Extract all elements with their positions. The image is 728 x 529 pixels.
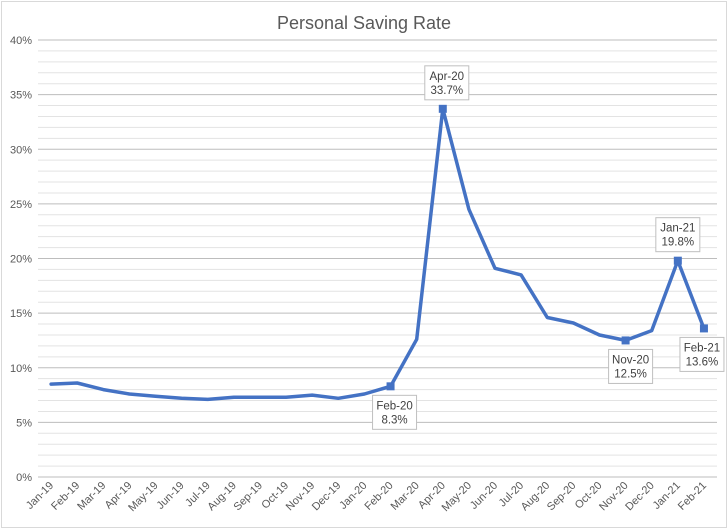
data-label-box [424,65,470,101]
y-axis-tick-label: 5% [16,417,32,429]
data-label-callout: Jan-21 19.8% [655,217,701,253]
data-label-date: Feb-21 [684,342,720,354]
data-label-callouts: Feb-20 8.3% Apr-20 33.7% Nov-20 12.5% Jan-21 19… [372,65,725,430]
data-point-markers [386,104,708,391]
data-label-date: Apr-20 [430,71,465,83]
data-label-date: Jan-21 [660,223,695,235]
data-label-value: 8.3% [381,414,407,426]
data-label-box [608,348,654,384]
chart-title: Personal Saving Rate [277,13,451,33]
y-axis-tick-label: 0% [16,472,32,484]
data-label-box [655,217,701,253]
y-axis-tick-labels: 0% 5% 10% 15% 20% 25% 30% 35% 40% [10,35,32,484]
data-point-marker [673,256,682,265]
data-label-box [679,336,725,372]
data-label-callout: Feb-21 13.6% [679,336,725,372]
y-axis-tick-label: 25% [10,199,32,211]
minor-gridlines [38,50,717,467]
data-point-marker [699,324,708,333]
data-point-marker [621,336,630,345]
y-axis-tick-label: 15% [10,308,32,320]
data-label-value: 33.7% [430,85,463,97]
data-point-marker [386,382,395,391]
y-axis-tick-label: 20% [10,254,32,266]
data-label-date: Feb-20 [376,400,412,412]
series-line [49,107,706,402]
y-axis-tick-label: 30% [10,144,32,156]
data-label-value: 12.5% [614,368,647,380]
y-axis-tick-label: 35% [10,90,32,102]
data-point-marker [438,104,447,113]
y-axis-tick-label: 40% [10,35,32,47]
data-label-callout: Apr-20 33.7% [424,65,470,101]
y-axis-tick-label: 10% [10,363,32,375]
data-label-value: 13.6% [686,356,719,368]
data-label-value: 19.8% [662,237,695,249]
data-series [49,107,706,402]
data-label-callout: Feb-20 8.3% [372,394,418,430]
data-label-box [372,394,418,430]
data-label-callout: Nov-20 12.5% [608,348,654,384]
data-label-date: Nov-20 [612,354,649,366]
